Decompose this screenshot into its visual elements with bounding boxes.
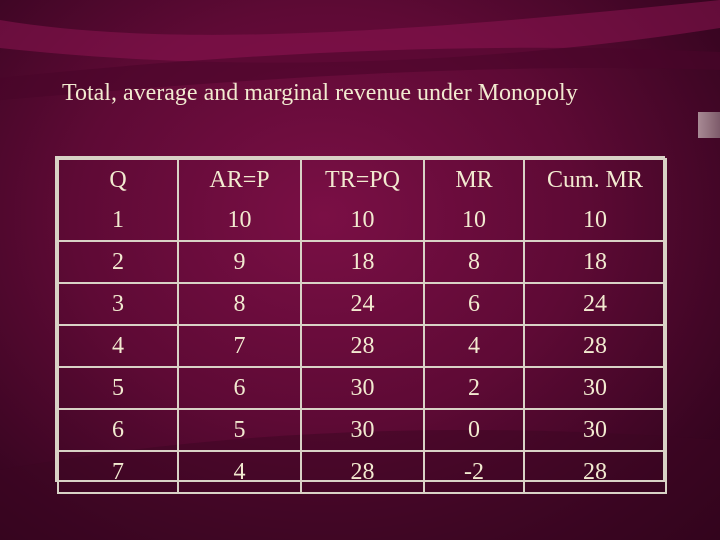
cell-cum-mr: 28 <box>523 450 667 494</box>
cell-ar: 4 <box>177 450 302 494</box>
cell-cum-mr: 18 <box>523 240 667 284</box>
cell-mr: 0 <box>423 408 525 452</box>
slide-tab-accent <box>698 112 720 138</box>
revenue-table: Q AR=P TR=PQ MR Cum. MR 1 10 10 10 10 2 9 18 8 18… <box>55 156 667 494</box>
cell-q: 5 <box>57 366 179 410</box>
cell-q: 6 <box>57 408 179 452</box>
cell-tr: 30 <box>300 366 425 410</box>
cell-cum-mr: 30 <box>523 408 667 452</box>
cell-mr: 6 <box>423 282 525 326</box>
cell-q: 2 <box>57 240 179 284</box>
cell-mr: 2 <box>423 366 525 410</box>
cell-cum-mr: 28 <box>523 324 667 368</box>
table-row: 6 5 30 0 30 <box>57 408 667 452</box>
cell-tr: 18 <box>300 240 425 284</box>
cell-mr: 4 <box>423 324 525 368</box>
header-q: Q <box>57 158 179 200</box>
cell-ar: 5 <box>177 408 302 452</box>
header-cum-mr: Cum. MR <box>523 158 667 200</box>
header-mr: MR <box>423 158 525 200</box>
table-row: 7 4 28 -2 28 <box>57 450 667 494</box>
cell-mr: -2 <box>423 450 525 494</box>
cell-ar: 10 <box>177 200 302 242</box>
cell-tr: 28 <box>300 324 425 368</box>
table-row: 3 8 24 6 24 <box>57 282 667 326</box>
table-row: 4 7 28 4 28 <box>57 324 667 368</box>
cell-tr: 28 <box>300 450 425 494</box>
table-row: 2 9 18 8 18 <box>57 240 667 284</box>
cell-q: 4 <box>57 324 179 368</box>
cell-ar: 7 <box>177 324 302 368</box>
cell-ar: 9 <box>177 240 302 284</box>
cell-tr: 30 <box>300 408 425 452</box>
slide-title: Total, average and marginal revenue unde… <box>62 80 578 106</box>
table-row: 5 6 30 2 30 <box>57 366 667 410</box>
cell-cum-mr: 24 <box>523 282 667 326</box>
cell-q: 1 <box>57 200 179 242</box>
cell-cum-mr: 30 <box>523 366 667 410</box>
cell-q: 3 <box>57 282 179 326</box>
cell-ar: 6 <box>177 366 302 410</box>
cell-mr: 10 <box>423 200 525 242</box>
header-ar: AR=P <box>177 158 302 200</box>
cell-ar: 8 <box>177 282 302 326</box>
header-tr: TR=PQ <box>300 158 425 200</box>
cell-tr: 10 <box>300 200 425 242</box>
cell-cum-mr: 10 <box>523 200 667 242</box>
cell-q: 7 <box>57 450 179 494</box>
table-row: 1 10 10 10 10 <box>57 200 667 242</box>
cell-tr: 24 <box>300 282 425 326</box>
cell-mr: 8 <box>423 240 525 284</box>
table-header-row: Q AR=P TR=PQ MR Cum. MR <box>57 158 667 200</box>
